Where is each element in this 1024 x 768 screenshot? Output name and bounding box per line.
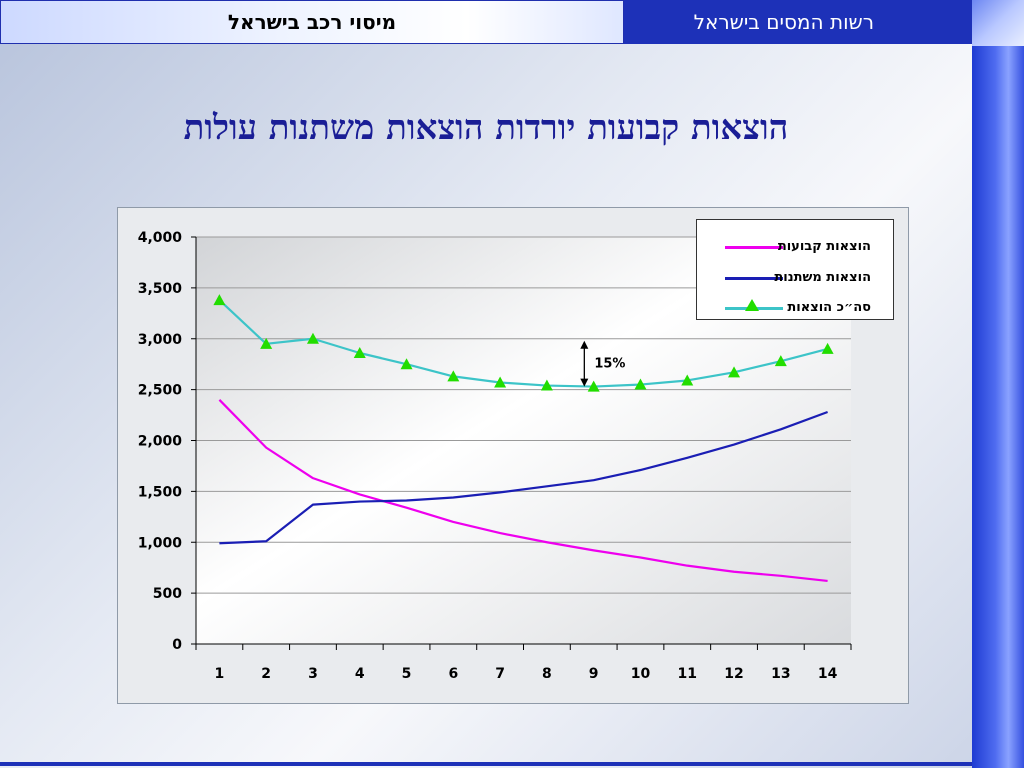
series-line-1 [219,410,828,545]
data-point [774,355,787,367]
x-tick-label: 5 [402,666,412,682]
data-point [447,370,460,382]
legend-swatch-variable [725,277,783,280]
chart-legend: הוצאות קבועות הוצאות משתנות סה״כ הוצאות [696,219,894,320]
series-layer [213,294,834,583]
legend-item-fixed: הוצאות קבועות [697,236,895,260]
y-tick-label: 2,500 [138,383,183,399]
x-tick-label: 7 [495,666,505,682]
annotation-arrowhead [580,378,589,387]
x-tick-label: 8 [542,666,552,682]
legend-item-total: סה״כ הוצאות [697,297,895,321]
org-banner: רשות המסים בישראל [624,0,972,44]
y-tick-label: 500 [153,586,182,602]
org-name: רשות המסים בישראל [693,10,874,34]
x-tick-label: 10 [631,666,651,682]
x-tick-label: 12 [724,666,743,682]
data-point [260,337,273,349]
y-tick-label: 1,000 [138,535,183,551]
legend-label-total: סה״כ הוצאות [787,300,871,315]
series-line-2 [218,299,828,388]
legend-swatch-fixed [725,246,783,249]
legend-label-variable: הוצאות משתנות [774,270,871,285]
y-tick-label: 3,000 [138,332,183,348]
y-tick-label: 0 [172,637,182,653]
annotation-arrowhead [580,340,589,349]
y-tick-label: 3,500 [138,281,183,297]
y-tick-label: 2,000 [138,434,183,450]
data-point [540,379,553,391]
data-point [681,374,694,386]
data-point [587,380,600,392]
legend-label-fixed: הוצאות קבועות [777,239,871,254]
data-point [494,376,507,388]
subject-title: מיסוי רכב בישראל [227,10,397,34]
legend-item-variable: הוצאות משתנות [697,267,895,291]
x-tick-label: 2 [261,666,271,682]
series-line-0 [218,399,828,583]
chart-frame: 0 500 1,000 1,500 2,000 2,500 3,000 3,500 4,000 1… [117,207,909,704]
data-point [728,366,741,378]
data-point [634,378,647,390]
data-point [306,332,319,344]
x-tick-label: 9 [589,666,599,682]
data-point [213,294,226,306]
data-point [353,346,366,358]
data-point [821,342,834,354]
header-bar: מיסוי רכב בישראל רשות המסים בישראל [0,0,1024,46]
right-decoration-strip [972,46,1024,768]
x-tick-label: 1 [215,666,225,682]
x-tick-label: 4 [355,666,365,682]
annotation-label: 15% [594,357,625,372]
y-tick-label: 1,500 [138,484,183,500]
subject-banner: מיסוי רכב בישראל [0,0,624,44]
slide-title: הוצאות קבועות יורדות הוצאות משתנות עולות [183,108,789,148]
x-tick-label: 11 [678,666,697,682]
axes: 0 500 1,000 1,500 2,000 2,500 3,000 3,500 4,000 1… [138,230,852,682]
x-tick-label: 13 [771,666,790,682]
x-tick-label: 14 [818,666,838,682]
annotation-layer: 15% [580,340,625,387]
y-tick-label: 4,000 [138,230,183,246]
x-tick-label: 3 [308,666,318,682]
bottom-divider [0,762,972,766]
data-point [400,358,413,370]
legend-marker-total [745,299,759,311]
x-tick-label: 6 [448,666,458,682]
corner-decoration [972,0,1024,46]
